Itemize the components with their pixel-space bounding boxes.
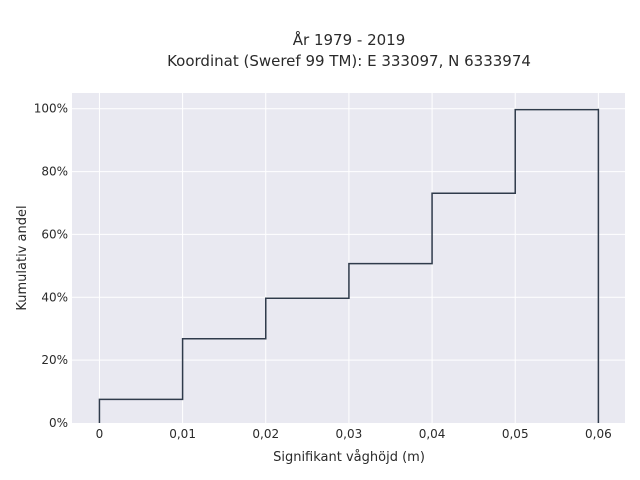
x-tick-label: 0,01 xyxy=(169,427,196,441)
y-tick-label: 20% xyxy=(41,353,68,367)
cumulative-step-line xyxy=(98,108,600,423)
x-tick-label: 0,06 xyxy=(585,427,612,441)
x-tick-label: 0,05 xyxy=(502,427,529,441)
chart-title-line-2: Koordinat (Sweref 99 TM): E 333097, N 63… xyxy=(167,52,531,70)
y-tick-label: 40% xyxy=(41,290,68,304)
y-axis-label: Kumulativ andel xyxy=(15,205,30,310)
y-tick-label: 80% xyxy=(41,165,68,179)
x-tick-label: 0,03 xyxy=(336,427,363,441)
x-tick-label: 0,04 xyxy=(419,427,446,441)
y-gridlines xyxy=(72,108,625,361)
y-tick-label: 60% xyxy=(41,227,68,241)
x-tick-labels: 0 0,01 0,02 0,03 0,04 0,05 0,06 xyxy=(96,427,612,441)
x-tick-label: 0,02 xyxy=(252,427,279,441)
y-tick-labels: 0% 20% 40% 60% 80% 100% xyxy=(34,102,68,430)
x-axis-label: Signifikant våghöjd (m) xyxy=(273,450,425,465)
y-tick-label: 100% xyxy=(34,102,68,116)
chart-title-line-1: År 1979 - 2019 xyxy=(293,30,406,49)
y-tick-label: 0% xyxy=(49,416,68,430)
x-tick-label: 0 xyxy=(96,427,104,441)
